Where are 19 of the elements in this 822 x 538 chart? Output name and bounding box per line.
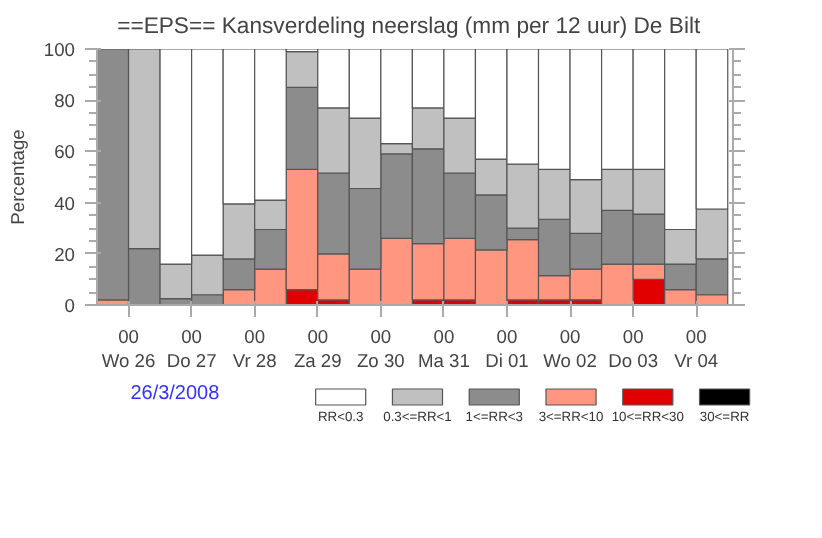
y-tick-label: 60 [54,142,76,163]
x-tick-label: 00 Wo 26 [101,327,156,371]
y-tick-label: 80 [54,91,76,112]
x-tick-label: 00 Di 01 [485,327,529,371]
y-tick-label: 0 [64,296,76,316]
x-tick-label: 00 Ma 31 [417,327,470,371]
y-tick-label: 20 [54,244,76,265]
x-tick-label: 00 Do 03 [608,327,659,371]
x-tick-label: 00 Vr 04 [674,327,719,371]
y-tick-label: 100 [43,40,76,60]
x-tick-label: 00 Za 29 [293,327,342,371]
text: 26/3/2008 [130,383,221,405]
x-tick-label: 00 Vr 28 [232,327,277,371]
x-tick-label: 00 Wo 02 [543,327,597,371]
y-axis-title: Percentage [7,129,28,225]
x-tick-label: 00 Zo 30 [356,327,405,371]
y-tick-label: 40 [54,193,76,214]
chart-title: ==EPS== Kansverdeling neerslag (mm per 12 uur) De Bilt [117,15,702,39]
x-tick-label: 00 Do 27 [166,327,217,371]
